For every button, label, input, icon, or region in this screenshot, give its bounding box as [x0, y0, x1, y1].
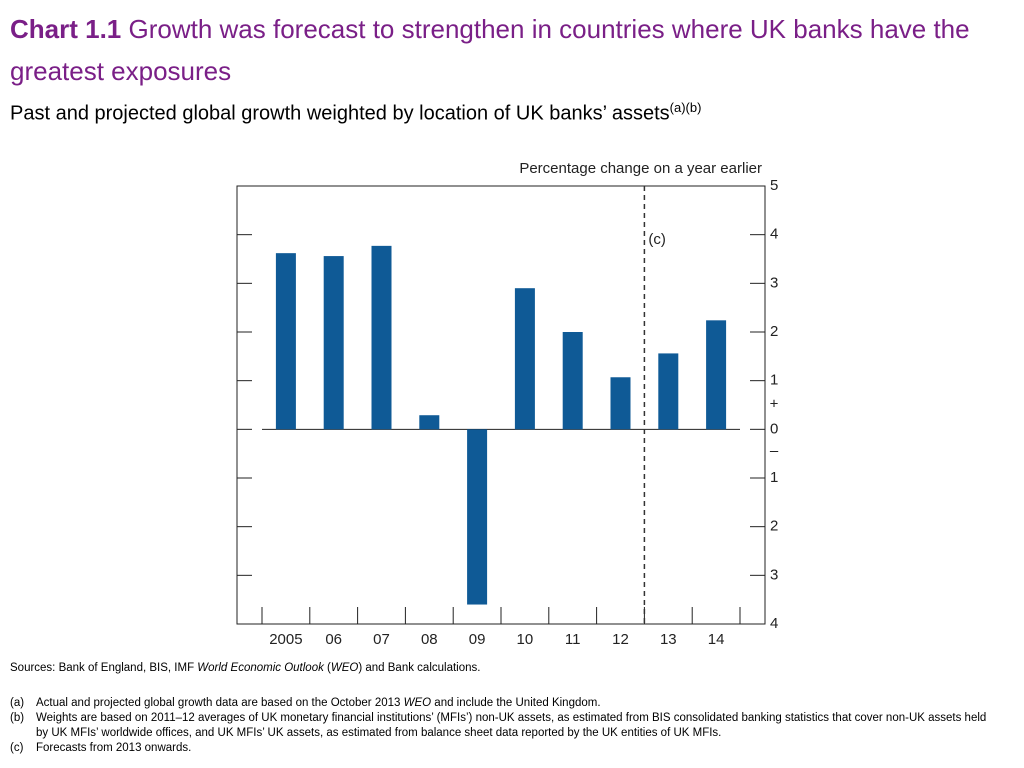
- x-tick-label: 11: [565, 631, 581, 648]
- y-tick-label: 3: [770, 566, 778, 583]
- x-tick-label: 12: [612, 631, 629, 648]
- sources-text: (: [323, 662, 331, 674]
- note-text-part: and include the United Kingdom.: [431, 697, 601, 709]
- sources-text: Sources: Bank of England, BIS, IMF: [10, 662, 198, 674]
- annotation: (c): [648, 231, 666, 248]
- y-tick-label: 5: [770, 177, 778, 194]
- sign-label: +: [770, 395, 779, 412]
- x-tick-label: 10: [517, 631, 534, 648]
- title-label: Chart 1.1: [10, 14, 122, 44]
- note: (c) Forecasts from 2013 onwards.: [10, 741, 1000, 756]
- y-tick-label: 4: [770, 615, 778, 632]
- note-text: Weights are based on 2011–12 averages of…: [36, 711, 1000, 741]
- y-tick-label: 3: [770, 274, 778, 291]
- bar: [419, 415, 440, 430]
- note-text-part: Weights are based on 2011–12 averages of…: [36, 712, 987, 739]
- bar: [514, 288, 535, 430]
- note: (b) Weights are based on 2011–12 averages…: [10, 711, 1000, 741]
- x-tick-label: 08: [421, 631, 438, 648]
- note-marker: (a): [10, 697, 25, 709]
- sources-text: World Economic Outlook: [197, 662, 324, 674]
- y-tick-label: 2: [770, 518, 778, 535]
- note-text-part: Forecasts from 2013 onwards.: [36, 742, 192, 754]
- note-text-part: WEO: [403, 697, 432, 709]
- bar: [610, 377, 631, 430]
- bar: [371, 245, 392, 430]
- note-marker: (c): [10, 742, 24, 754]
- chart: Percentage change on a year earlier 4 3 2 1…: [236, 160, 779, 648]
- x-tick-label: 07: [373, 631, 390, 648]
- x-tick-label: 2005: [269, 631, 302, 648]
- x-tick-label: 06: [325, 631, 342, 648]
- y-tick-label: 4: [770, 226, 778, 243]
- x-tick-label: 14: [708, 631, 725, 648]
- note-text: Forecasts from 2013 onwards.: [36, 741, 191, 756]
- plot-frame: [236, 185, 766, 625]
- bar: [275, 253, 296, 430]
- sources: Sources: Bank of England, BIS, IMF World…: [10, 662, 480, 674]
- title: Chart 1.1 Growth was forecast to strengt…: [10, 8, 990, 92]
- sign-label: –: [770, 442, 779, 459]
- y-axis-label: Percentage change on a year earlier: [519, 160, 762, 177]
- y-tick-label: 0: [770, 420, 778, 437]
- x-tick-label: 13: [660, 631, 677, 648]
- y-tick-label: 1: [770, 372, 778, 389]
- bar: [562, 332, 583, 430]
- note-text: Actual and projected global growth data …: [36, 696, 601, 711]
- subtitle-note: (a)(b): [669, 100, 702, 115]
- bar: [706, 320, 727, 430]
- x-tick-label: 09: [469, 631, 486, 648]
- title-text: Growth was forecast to strengthen in cou…: [10, 14, 970, 86]
- notes: (a) Actual and projected global growth da…: [10, 696, 1000, 756]
- y-tick-label: 1: [770, 469, 778, 486]
- sources-text: ) and Bank calculations.: [358, 662, 481, 674]
- subtitle-text: Past and projected global growth weighte…: [10, 102, 670, 125]
- note-marker: (b): [10, 712, 25, 724]
- sources-text: WEO: [330, 662, 359, 674]
- bar: [467, 429, 488, 605]
- y-tick-label: 2: [770, 323, 778, 340]
- bar: [658, 353, 679, 430]
- note-text-part: Actual and projected global growth data …: [36, 697, 404, 709]
- subtitle: Past and projected global growth weighte…: [10, 100, 701, 126]
- note: (a) Actual and projected global growth da…: [10, 696, 1000, 711]
- bar: [323, 256, 344, 430]
